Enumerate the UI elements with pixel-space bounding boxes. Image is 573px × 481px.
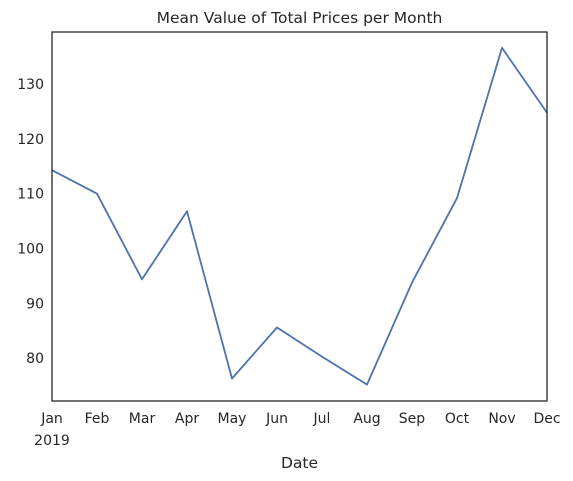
y-tick-label-90: 90 xyxy=(26,296,44,312)
y-axis: 80 90 100 110 120 130 xyxy=(17,77,44,367)
plot-area-frame xyxy=(51,31,548,402)
x-axis: Jan Feb Mar Apr May Jun Jul Aug Sep Oct Nov Dec xyxy=(40,411,560,427)
x-tick-label-jan: Jan xyxy=(40,411,63,427)
y-tick-label-110: 110 xyxy=(17,187,44,203)
y-tick-label-130: 130 xyxy=(17,77,44,93)
chart-title: Mean Value of Total Prices per Month xyxy=(157,9,443,27)
x-tick-label-aug: Aug xyxy=(353,411,380,427)
x-year-label: 2019 xyxy=(34,433,70,449)
y-tick-label-100: 100 xyxy=(17,242,44,258)
x-tick-label-oct: Oct xyxy=(445,411,470,427)
y-tick-label-120: 120 xyxy=(17,132,44,148)
x-tick-label-jun: Jun xyxy=(265,411,288,427)
x-tick-label-jul: Jul xyxy=(313,411,331,427)
plot-line-group xyxy=(51,47,548,386)
x-tick-label-mar: Mar xyxy=(129,411,156,427)
x-tick-label-sep: Sep xyxy=(399,411,426,427)
x-tick-label-nov: Nov xyxy=(488,411,515,427)
x-tick-label-dec: Dec xyxy=(533,411,560,427)
series-line-0 xyxy=(51,47,548,386)
x-axis-label: Date xyxy=(281,454,318,472)
x-tick-label-feb: Feb xyxy=(85,411,110,427)
x-tick-label-apr: Apr xyxy=(175,411,199,427)
y-tick-label-80: 80 xyxy=(26,351,44,367)
x-tick-label-may: May xyxy=(218,411,247,427)
